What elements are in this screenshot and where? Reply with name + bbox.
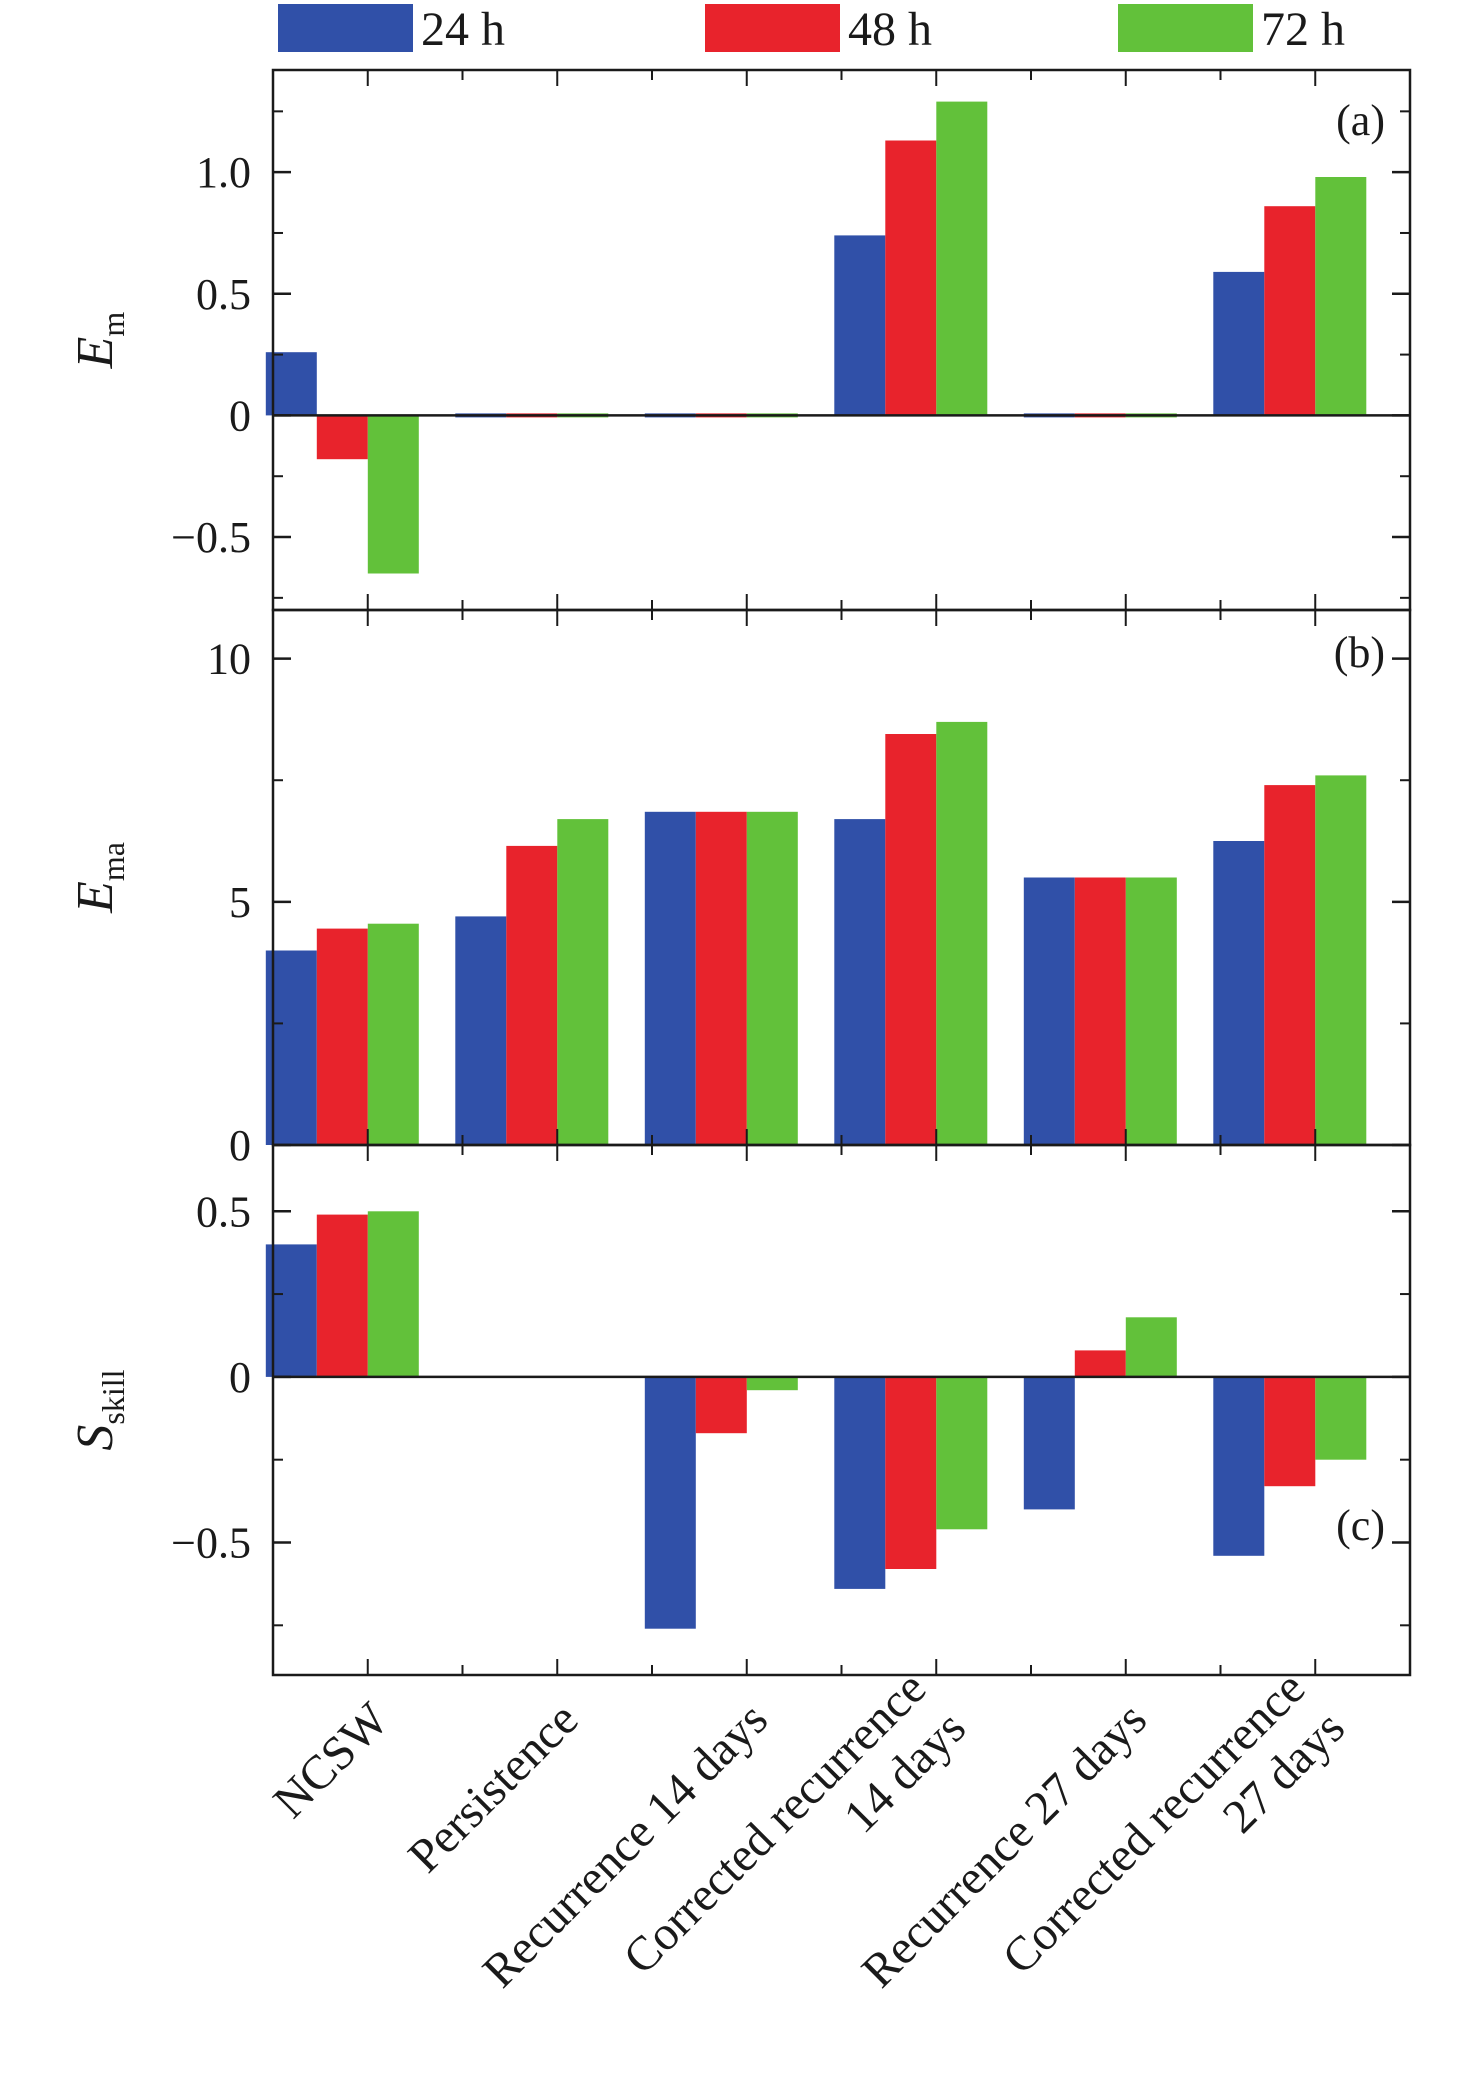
bar-c-72h-0 [367, 1211, 419, 1377]
ytick-label: −0.5 [171, 1519, 251, 1568]
bar-c-48h-4 [1074, 1350, 1126, 1377]
bar-b-48h-0 [316, 928, 368, 1145]
bar-b-24h-3 [834, 819, 886, 1145]
bar-c-24h-0 [265, 1244, 317, 1377]
ylabel-c: Sskill [67, 1369, 131, 1450]
panel-a: −0.5 0 0.5 1.0 Em (a) [67, 68, 1412, 612]
ytick-label: 0.5 [196, 270, 251, 319]
bar-c-72h-2 [746, 1376, 798, 1391]
category-label-5: Corrected recurrence27 days [992, 1662, 1355, 2025]
panel-tag-c: (c) [1336, 1501, 1385, 1550]
bar-b-72h-0 [367, 923, 419, 1145]
legend-swatch-72h [1118, 4, 1253, 52]
panel-b: 0 5 10 Ema (b) [67, 608, 1412, 1170]
bar-a-72h-0 [367, 415, 419, 574]
bar-c-48h-3 [885, 1376, 937, 1569]
bar-b-48h-2 [695, 811, 747, 1145]
ytick-label: 1.0 [196, 148, 251, 197]
bar-c-48h-0 [316, 1214, 368, 1377]
ytick-label: 5 [229, 878, 251, 927]
bar-a-72h-5 [1315, 177, 1367, 416]
bar-a-48h-3 [885, 140, 937, 416]
bar-b-72h-5 [1315, 775, 1367, 1145]
bar-b-48h-3 [885, 734, 937, 1145]
category-label-3: Corrected recurrence14 days [613, 1662, 976, 2025]
legend-label: 24 h [421, 3, 505, 56]
bar-b-24h-0 [265, 950, 317, 1145]
bar-c-24h-3 [834, 1376, 886, 1589]
legend-label: 72 h [1261, 3, 1345, 56]
bar-b-48h-4 [1074, 877, 1126, 1145]
bar-c-72h-3 [936, 1376, 988, 1530]
bar-c-72h-4 [1125, 1317, 1177, 1377]
bar-b-24h-2 [644, 811, 696, 1145]
bar-b-24h-5 [1213, 841, 1265, 1145]
bar-b-72h-2 [746, 811, 798, 1145]
bar-b-48h-5 [1264, 785, 1316, 1145]
legend-label: 48 h [848, 3, 932, 56]
bar-c-48h-5 [1264, 1376, 1316, 1487]
ylabel-b: Ema [67, 842, 131, 914]
bar-c-72h-5 [1315, 1376, 1367, 1460]
panel-tag-b: (b) [1334, 628, 1385, 677]
legend-swatch-48h [705, 4, 840, 52]
legend: 24 h 48 h 72 h [278, 3, 1345, 56]
bar-b-72h-3 [936, 721, 988, 1145]
bar-a-72h-3 [936, 101, 988, 416]
panel-tag-a: (a) [1336, 96, 1385, 145]
bar-b-24h-1 [455, 916, 507, 1145]
ylabel-a: Em [67, 312, 131, 370]
panel-c: −0.5 0 0.5 Sskill (c) [67, 1143, 1412, 1677]
bar-b-72h-4 [1125, 877, 1177, 1145]
bar-c-48h-2 [695, 1376, 747, 1434]
bar-b-48h-1 [506, 845, 558, 1145]
ytick-label: 10 [207, 635, 251, 684]
bar-c-24h-5 [1213, 1376, 1265, 1556]
ytick-label: −0.5 [171, 513, 251, 562]
bar-a-48h-5 [1264, 206, 1316, 416]
bar-a-24h-5 [1213, 271, 1265, 416]
bar-c-24h-4 [1023, 1376, 1075, 1510]
bar-a-24h-3 [834, 235, 886, 416]
ytick-label: 0 [229, 1353, 251, 1402]
bar-c-24h-2 [644, 1376, 696, 1629]
legend-swatch-24h [278, 4, 413, 52]
bar-b-72h-1 [557, 819, 609, 1145]
bar-b-24h-4 [1023, 877, 1075, 1145]
ytick-label: 0 [229, 1121, 251, 1170]
bar-a-48h-0 [316, 415, 368, 460]
ytick-label: 0.5 [196, 1187, 251, 1236]
bar-a-24h-0 [265, 352, 317, 416]
ytick-label: 0 [229, 391, 251, 440]
category-label-1: Persistence [398, 1693, 588, 1883]
category-label-0: NCSW [263, 1692, 399, 1828]
panels: −0.5 0 0.5 1.0 Em (a) 0 5 10 Ema (b) −0.5 0 0.5 Sskill… [67, 68, 1412, 1677]
